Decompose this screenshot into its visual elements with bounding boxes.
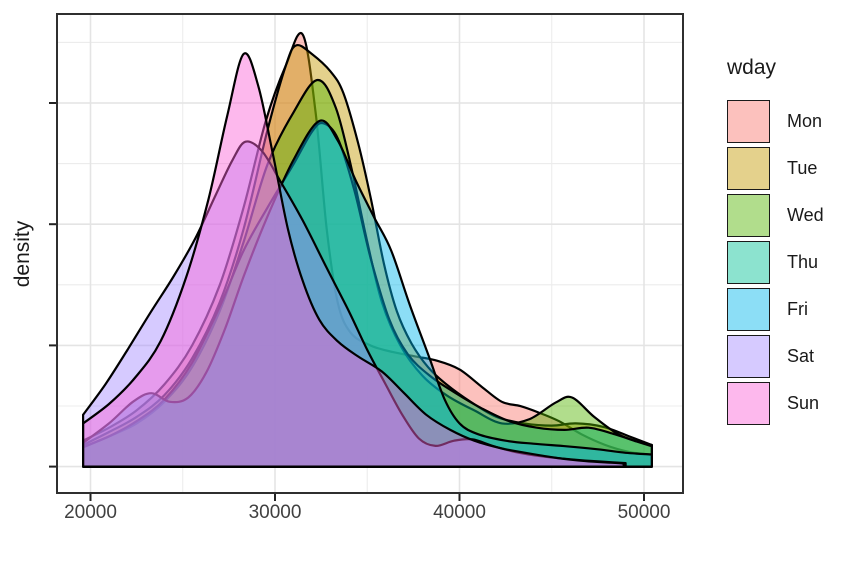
legend-swatch-sun [727,381,770,425]
legend-swatch-fill [728,100,769,142]
density-curve-thu [82,121,653,468]
density-curve-fri [82,119,653,468]
legend-item-fri: Fri [727,287,824,331]
legend: wday Mon Tue Wed Thu Fri Sat Sun [727,56,824,425]
legend-item-sun: Sun [727,381,824,425]
legend-keys: Mon Tue Wed Thu Fri Sat Sun [727,99,824,425]
legend-label-mon: Mon [787,110,823,131]
legend-swatch-fill [728,241,769,283]
legend-swatch-fill [728,194,769,236]
legend-title: wday [727,56,777,79]
legend-label-wed: Wed [787,204,824,225]
legend-swatch-fill [728,147,769,189]
legend-label-tue: Tue [787,157,818,178]
density-curve-sun [82,52,625,468]
legend-item-tue: Tue [727,146,824,190]
legend-swatch-fri [727,287,770,331]
y-axis-title: density [11,220,34,288]
legend-item-sat: Sat [727,334,824,378]
density-curves [82,31,653,468]
legend-swatch-fill [728,335,769,377]
legend-swatch-thu [727,240,770,284]
legend-swatch-sat [727,334,770,378]
legend-swatch-mon [727,99,770,143]
legend-swatch-wed [727,193,770,237]
legend-swatch-fill [728,382,769,424]
legend-swatch-fill [728,288,769,330]
panel-border [56,13,684,494]
x-tick-label-50000: 50000 [617,502,671,523]
density-curve-tue [82,43,653,468]
legend-item-thu: Thu [727,240,824,284]
legend-label-thu: Thu [787,251,819,272]
legend-swatch-tue [727,146,770,190]
legend-item-wed: Wed [727,193,824,237]
legend-label-sat: Sat [787,345,815,366]
x-tick-label-20000: 20000 [64,502,117,523]
legend-label-sun: Sun [787,392,820,413]
density-curve-mon [82,31,653,468]
legend-label-fri: Fri [787,298,808,319]
legend-item-mon: Mon [727,99,824,143]
axis-ticks [49,102,645,501]
x-tick-label-40000: 40000 [433,502,486,523]
x-tick-label-30000: 30000 [248,502,302,523]
